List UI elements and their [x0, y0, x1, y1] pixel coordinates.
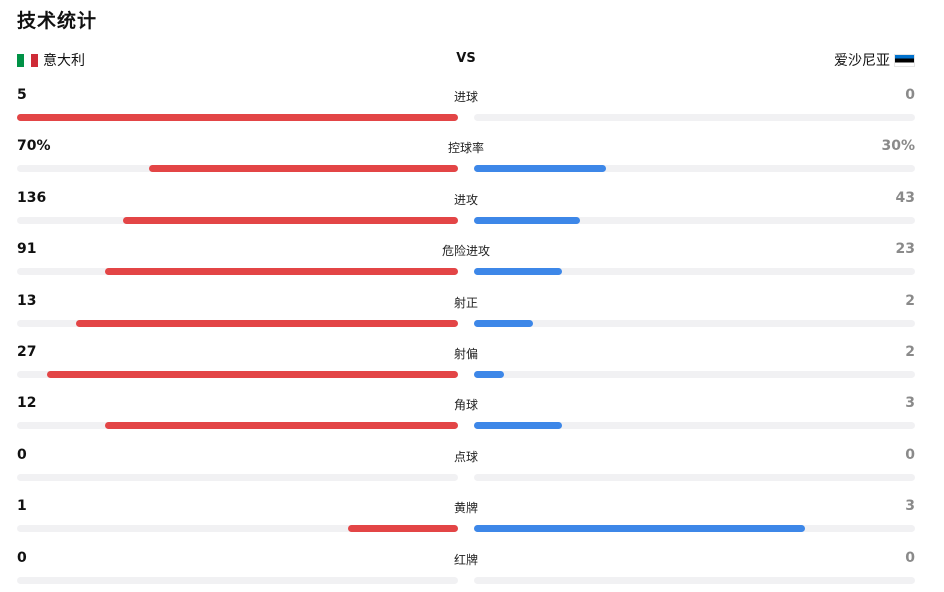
away-bar-track: [474, 577, 915, 584]
stat-away-value: 0: [905, 550, 915, 566]
away-bar-track: [474, 371, 915, 378]
stat-label: 黄牌: [453, 501, 478, 515]
away-bar-track: [474, 320, 915, 327]
stat-home-value: 0: [17, 447, 27, 463]
away-bar-track: [474, 422, 915, 429]
home-bar-fill: [17, 114, 458, 121]
stat-label: 红牌: [453, 553, 478, 567]
home-bar-fill: [47, 371, 458, 378]
home-bar-track: [17, 114, 458, 121]
stat-row: 13 射正 2: [17, 293, 915, 335]
stat-row: 12 角球 3: [17, 395, 915, 437]
stat-home-value: 1: [17, 498, 27, 514]
home-bar-fill: [149, 165, 458, 172]
home-bar-track: [17, 474, 458, 481]
away-bar-track: [474, 474, 915, 481]
stat-row: 0 点球 0: [17, 447, 915, 489]
vs-label: VS: [456, 51, 476, 66]
stat-away-value: 0: [905, 447, 915, 463]
stat-label: 控球率: [447, 141, 484, 155]
away-bar-fill: [474, 217, 580, 224]
stat-away-value: 30%: [881, 138, 915, 154]
away-team: 爱沙尼亚: [834, 50, 915, 70]
home-bar-track: [17, 165, 458, 172]
stat-away-value: 2: [905, 344, 915, 360]
away-bar-fill: [474, 371, 505, 378]
home-bar-fill: [122, 217, 458, 224]
stat-label: 角球: [453, 398, 478, 412]
away-bar-fill: [474, 422, 563, 429]
away-bar-track: [474, 165, 915, 172]
teams-header: 意大利 VS 爱沙尼亚: [17, 50, 915, 70]
home-bar-track: [17, 320, 458, 327]
home-bar-track: [17, 577, 458, 584]
stat-home-value: 5: [17, 87, 27, 103]
stat-label: 进攻: [453, 193, 478, 207]
stat-row: 27 射偏 2: [17, 344, 915, 386]
home-bar-fill: [105, 422, 458, 429]
stat-away-value: 3: [905, 395, 915, 411]
stat-away-value: 2: [905, 293, 915, 309]
italy-flag-icon: [17, 53, 38, 67]
stat-label: 进球: [453, 90, 478, 104]
stat-away-value: 0: [905, 87, 915, 103]
home-bar-track: [17, 525, 458, 532]
stat-home-value: 136: [17, 190, 47, 206]
home-bar-fill: [347, 525, 458, 532]
home-bar-track: [17, 371, 458, 378]
stat-row: 136 进攻 43: [17, 190, 915, 232]
away-bar-fill: [474, 320, 533, 327]
away-bar-track: [474, 114, 915, 121]
away-bar-track: [474, 268, 915, 275]
home-bar-track: [17, 217, 458, 224]
away-bar-fill: [474, 268, 563, 275]
estonia-flag-icon: [894, 53, 915, 67]
away-bar-fill: [474, 525, 805, 532]
away-bar-track: [474, 217, 915, 224]
home-bar-track: [17, 268, 458, 275]
stat-row: 5 进球 0: [17, 87, 915, 129]
stat-home-value: 27: [17, 344, 37, 360]
stat-home-value: 0: [17, 550, 27, 566]
away-bar-track: [474, 525, 915, 532]
away-bar-fill: [474, 165, 607, 172]
stat-label: 射偏: [453, 347, 478, 361]
stat-row: 1 黄牌 3: [17, 498, 915, 540]
home-bar-fill: [75, 320, 458, 327]
home-team-name: 意大利: [43, 53, 85, 69]
stat-away-value: 3: [905, 498, 915, 514]
stat-label: 射正: [453, 296, 478, 310]
home-bar-fill: [105, 268, 458, 275]
stat-home-value: 91: [17, 241, 37, 257]
section-title: 技术统计: [17, 10, 98, 32]
stat-row: 70% 控球率 30%: [17, 138, 915, 180]
home-bar-track: [17, 422, 458, 429]
stat-home-value: 12: [17, 395, 37, 411]
stat-home-value: 13: [17, 293, 37, 309]
away-team-name: 爱沙尼亚: [834, 53, 890, 69]
stat-home-value: 70%: [17, 138, 51, 154]
stat-row: 0 红牌 0: [17, 550, 915, 592]
stat-away-value: 23: [895, 241, 915, 257]
stat-label: 点球: [453, 450, 478, 464]
stat-away-value: 43: [895, 190, 915, 206]
home-team: 意大利: [17, 50, 85, 70]
stat-row: 91 危险进攻 23: [17, 241, 915, 283]
stat-label: 危险进攻: [441, 244, 490, 258]
